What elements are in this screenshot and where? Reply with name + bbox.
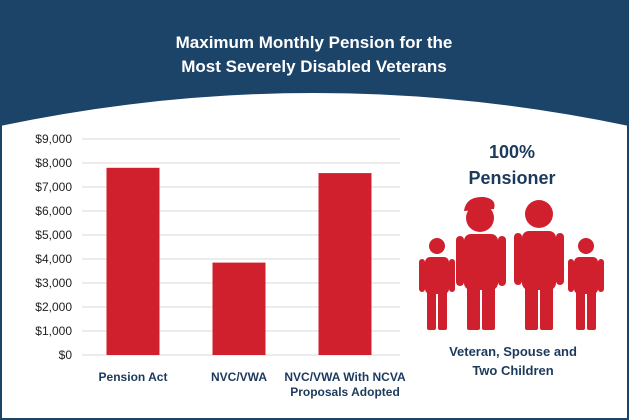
y-tick-label: $6,000 (35, 204, 72, 218)
family-of-four-icon (419, 196, 604, 330)
veteran-figure-icon (456, 196, 506, 330)
x-category-label: NVC/VWA (211, 370, 267, 384)
bars (106, 167, 372, 355)
y-tick-label: $0 (59, 348, 73, 362)
family-caption-line-2: Two Children (472, 363, 553, 378)
family-caption-line-1: Veteran, Spouse and (449, 344, 577, 359)
y-tick-label: $3,000 (35, 276, 72, 290)
y-axis-tick-labels: $0 $1,000 $2,000 $3,000 $4,000 $5,000 $6,000 $7… (35, 132, 72, 362)
x-category-label: Proposals Adopted (290, 385, 400, 399)
bar (318, 173, 372, 355)
bar (212, 262, 266, 355)
child-figure-left-icon (419, 238, 455, 330)
spouse-figure-icon (514, 200, 564, 330)
child-figure-right-icon (568, 238, 604, 330)
y-tick-label: $8,000 (35, 156, 72, 170)
bar (106, 167, 160, 355)
header-banner (0, 0, 629, 126)
chart-title-line-1: Maximum Monthly Pension for the (176, 33, 453, 52)
y-tick-label: $7,000 (35, 180, 72, 194)
x-axis-labels: Pension Act NVC/VWA NVC/VWA With NCVAPropo… (99, 370, 406, 399)
chart-title-line-2: Most Severely Disabled Veterans (181, 57, 447, 76)
y-tick-label: $9,000 (35, 132, 72, 146)
x-category-label: NVC/VWA With NCVA (284, 370, 406, 384)
y-tick-label: $5,000 (35, 228, 72, 242)
x-category-label: Pension Act (99, 370, 168, 384)
pensioner-heading-line-1: 100% (489, 142, 535, 162)
y-tick-label: $1,000 (35, 324, 72, 338)
pensioner-heading-line-2: Pensioner (468, 168, 555, 188)
y-tick-label: $4,000 (35, 252, 72, 266)
y-tick-label: $2,000 (35, 300, 72, 314)
